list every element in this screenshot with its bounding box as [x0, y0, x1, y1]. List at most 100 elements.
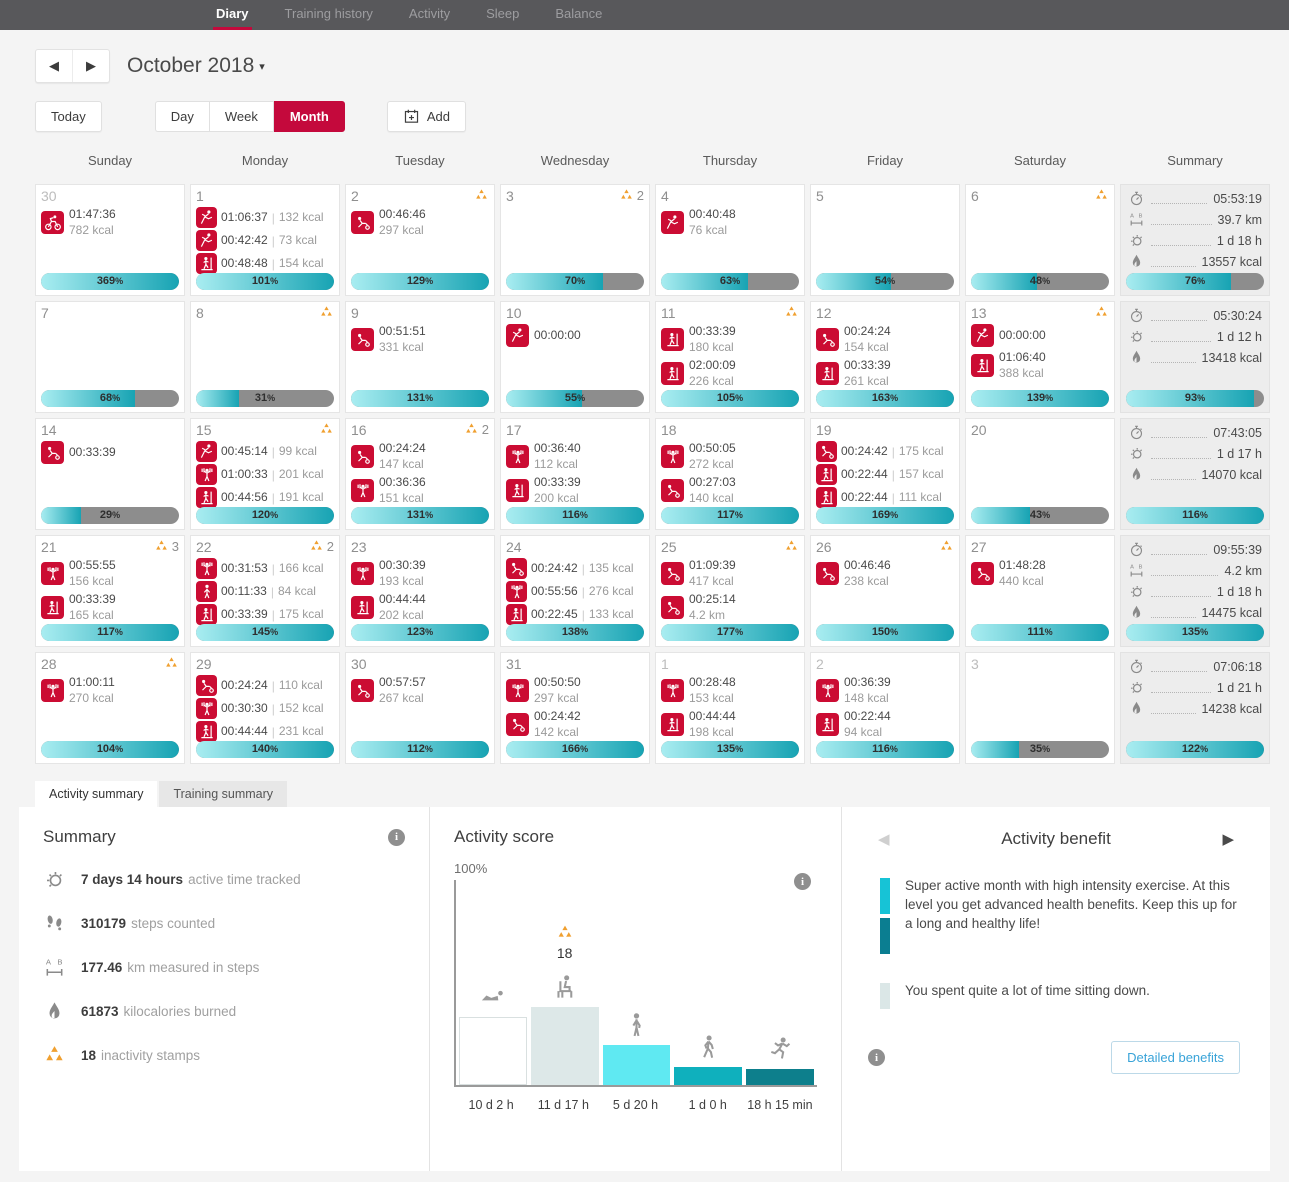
training-session[interactable]: 00:44:44 | 231 kcal [196, 721, 334, 742]
day-cell-29[interactable]: 29 00:24:24 | 110 kcal 00:30:30 | 152 kcal 00:4… [190, 652, 340, 764]
month-view-button[interactable]: Month [273, 101, 345, 132]
day-cell-8[interactable]: 8 31% [190, 301, 340, 413]
training-session[interactable]: 00:30:30 | 152 kcal [196, 698, 334, 719]
info-icon[interactable]: i [388, 828, 405, 846]
training-session[interactable]: 00:33:39 180 kcal [661, 324, 799, 355]
prev-month-button[interactable]: ◀ [49, 58, 59, 73]
training-session[interactable]: 00:24:42 | 135 kcal [506, 558, 644, 579]
training-session[interactable]: 00:11:33 | 84 kcal [196, 581, 334, 602]
day-cell-22[interactable]: 22 2 00:31:53 | 166 kcal 00:11:33 | 84 kcal 00:3… [190, 535, 340, 647]
next-month-button[interactable]: ▶ [72, 50, 109, 82]
nav-tab-diary[interactable]: Diary [213, 0, 252, 30]
training-session[interactable]: 00:50:05 272 kcal [661, 441, 799, 472]
tab-training-summary[interactable]: Training summary [159, 781, 288, 807]
day-cell-10[interactable]: 10 00:00:00 55% [500, 301, 650, 413]
training-session[interactable]: 00:44:44 198 kcal [661, 709, 799, 740]
benefit-prev-arrow[interactable]: ◀ [878, 831, 890, 848]
day-cell-31[interactable]: 31 00:50:50 297 kcal 00:24:42 142 kcal 166% [500, 652, 650, 764]
training-session[interactable]: 00:57:57 267 kcal [351, 675, 489, 706]
day-cell-3[interactable]: 3 2 70% [500, 184, 650, 296]
day-cell-30[interactable]: 30 01:47:36 782 kcal 369% [35, 184, 185, 296]
day-cell-13[interactable]: 13 00:00:00 01:06:40 388 kcal 139% [965, 301, 1115, 413]
info-icon[interactable]: i [794, 873, 811, 890]
training-session[interactable]: 00:24:24 | 110 kcal [196, 675, 334, 696]
training-session[interactable]: 00:24:24 154 kcal [816, 324, 954, 355]
training-session[interactable]: 00:55:55 156 kcal [41, 558, 179, 589]
nav-tab-sleep[interactable]: Sleep [486, 6, 520, 21]
day-cell-16[interactable]: 16 2 00:24:24 147 kcal 00:36:36 151 kcal 131% [345, 418, 495, 530]
training-session[interactable]: 01:06:37 | 132 kcal [196, 207, 334, 228]
day-cell-24[interactable]: 24 00:24:42 | 135 kcal 00:55:56 | 276 kcal 00:2… [500, 535, 650, 647]
day-cell-19[interactable]: 19 00:24:42 | 175 kcal 00:22:44 | 157 kcal 00:2… [810, 418, 960, 530]
day-cell-2[interactable]: 2 00:46:46 297 kcal 129% [345, 184, 495, 296]
day-cell-30[interactable]: 30 00:57:57 267 kcal 112% [345, 652, 495, 764]
day-cell-14[interactable]: 14 00:33:39 29% [35, 418, 185, 530]
week-view-button[interactable]: Week [208, 101, 274, 132]
day-cell-17[interactable]: 17 00:36:40 112 kcal 00:33:39 200 kcal 116% [500, 418, 650, 530]
training-session[interactable]: 01:48:28 440 kcal [971, 558, 1109, 589]
training-session[interactable]: 00:27:03 140 kcal [661, 475, 799, 506]
training-session[interactable]: 02:00:09 226 kcal [661, 358, 799, 389]
info-icon[interactable]: i [868, 1049, 885, 1066]
training-session[interactable]: 00:46:46 238 kcal [816, 558, 954, 589]
nav-tab-training-history[interactable]: Training history [284, 6, 373, 21]
training-session[interactable]: 01:00:33 | 201 kcal [196, 464, 334, 485]
day-cell-20[interactable]: 20 43% [965, 418, 1115, 530]
day-cell-15[interactable]: 15 00:45:14 | 99 kcal 01:00:33 | 201 kcal 00:44… [190, 418, 340, 530]
training-session[interactable]: 01:47:36 782 kcal [41, 207, 179, 238]
add-button[interactable]: Add [386, 101, 466, 132]
training-session[interactable]: 01:00:11 270 kcal [41, 675, 179, 706]
training-session[interactable]: 00:48:48 | 154 kcal [196, 253, 334, 274]
day-cell-25[interactable]: 25 01:09:39 417 kcal 00:25:14 4.2 km 177% [655, 535, 805, 647]
training-session[interactable]: 00:33:39 200 kcal [506, 475, 644, 506]
day-cell-5[interactable]: 5 54% [810, 184, 960, 296]
training-session[interactable]: 00:33:39 261 kcal [816, 358, 954, 389]
training-session[interactable]: 00:50:50 297 kcal [506, 675, 644, 706]
day-cell-23[interactable]: 23 00:30:39 193 kcal 00:44:44 202 kcal 123% [345, 535, 495, 647]
day-cell-1[interactable]: 1 01:06:37 | 132 kcal 00:42:42 | 73 kcal 00:48:… [190, 184, 340, 296]
day-cell-21[interactable]: 21 3 00:55:55 156 kcal 00:33:39 165 kcal 117% [35, 535, 185, 647]
training-session[interactable]: 00:00:00 [971, 324, 1109, 347]
training-session[interactable]: 00:33:39 [41, 441, 179, 464]
day-cell-1[interactable]: 1 00:28:48 153 kcal 00:44:44 198 kcal 135% [655, 652, 805, 764]
training-session[interactable]: 00:33:39 | 175 kcal [196, 604, 334, 625]
training-session[interactable]: 00:22:44 | 111 kcal [816, 487, 954, 508]
day-cell-2[interactable]: 2 00:36:39 148 kcal 00:22:44 94 kcal 116% [810, 652, 960, 764]
training-session[interactable]: 00:00:00 [506, 324, 644, 347]
benefit-next-arrow[interactable]: ▶ [1222, 831, 1234, 848]
day-cell-9[interactable]: 9 00:51:51 331 kcal 131% [345, 301, 495, 413]
day-cell-18[interactable]: 18 00:50:05 272 kcal 00:27:03 140 kcal 117% [655, 418, 805, 530]
today-button[interactable]: Today [35, 101, 102, 132]
training-session[interactable]: 00:45:14 | 99 kcal [196, 441, 334, 462]
month-dropdown-caret[interactable]: ▾ [259, 60, 265, 73]
nav-tab-balance[interactable]: Balance [555, 6, 603, 21]
training-session[interactable]: 00:22:44 | 157 kcal [816, 464, 954, 485]
day-cell-4[interactable]: 4 00:40:48 76 kcal 63% [655, 184, 805, 296]
training-session[interactable]: 00:44:44 202 kcal [351, 592, 489, 623]
training-session[interactable]: 00:36:36 151 kcal [351, 475, 489, 506]
day-cell-7[interactable]: 7 68% [35, 301, 185, 413]
day-cell-12[interactable]: 12 00:24:24 154 kcal 00:33:39 261 kcal 163% [810, 301, 960, 413]
day-cell-3[interactable]: 3 35% [965, 652, 1115, 764]
training-session[interactable]: 00:24:42 142 kcal [506, 709, 644, 740]
training-session[interactable]: 00:22:44 94 kcal [816, 709, 954, 740]
detailed-benefits-button[interactable]: Detailed benefits [1111, 1041, 1240, 1074]
training-session[interactable]: 00:36:39 148 kcal [816, 675, 954, 706]
training-session[interactable]: 00:30:39 193 kcal [351, 558, 489, 589]
training-session[interactable]: 00:55:56 | 276 kcal [506, 581, 644, 602]
day-cell-6[interactable]: 6 48% [965, 184, 1115, 296]
training-session[interactable]: 00:24:42 | 175 kcal [816, 441, 954, 462]
training-session[interactable]: 01:09:39 417 kcal [661, 558, 799, 589]
day-cell-26[interactable]: 26 00:46:46 238 kcal 150% [810, 535, 960, 647]
training-session[interactable]: 01:06:40 388 kcal [971, 350, 1109, 381]
training-session[interactable]: 00:31:53 | 166 kcal [196, 558, 334, 579]
training-session[interactable]: 00:40:48 76 kcal [661, 207, 799, 238]
training-session[interactable]: 00:22:45 | 133 kcal [506, 604, 644, 625]
day-view-button[interactable]: Day [154, 101, 209, 132]
training-session[interactable]: 00:36:40 112 kcal [506, 441, 644, 472]
training-session[interactable]: 00:46:46 297 kcal [351, 207, 489, 238]
training-session[interactable]: 00:51:51 331 kcal [351, 324, 489, 355]
day-cell-27[interactable]: 27 01:48:28 440 kcal 111% [965, 535, 1115, 647]
nav-tab-activity[interactable]: Activity [408, 6, 451, 21]
day-cell-28[interactable]: 28 01:00:11 270 kcal 104% [35, 652, 185, 764]
